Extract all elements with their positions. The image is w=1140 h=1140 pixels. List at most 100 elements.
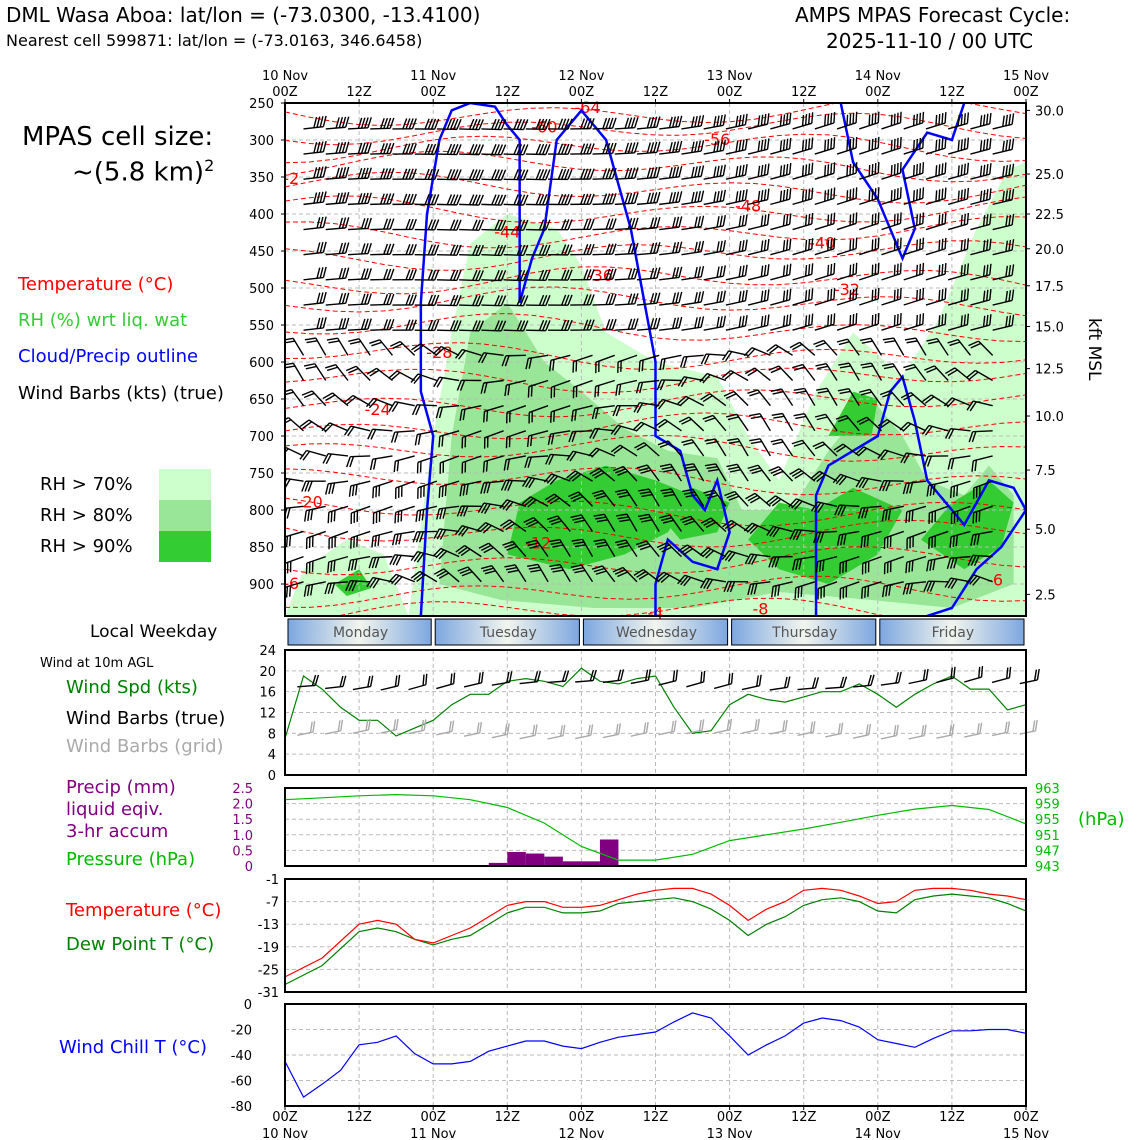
- barb-flag: [808, 163, 811, 175]
- temperature-contour: [285, 103, 1026, 127]
- barb-staff: [728, 550, 749, 558]
- barb-flag: [702, 414, 714, 420]
- barb-flag: [766, 113, 770, 125]
- wind-barb: [859, 136, 880, 155]
- barb-flag: [475, 244, 481, 256]
- barb-flag: [567, 219, 573, 230]
- barb-staff: [970, 123, 990, 130]
- barb-flag: [697, 266, 702, 278]
- barb-staff: [681, 225, 702, 231]
- barb-flag: [944, 288, 947, 300]
- wind-barb: [925, 187, 947, 206]
- barb-flag: [893, 189, 896, 201]
- wind-barb: [703, 114, 726, 130]
- wind-barb: [659, 266, 683, 281]
- barb-flag: [371, 557, 377, 569]
- barb-flag: [899, 313, 902, 325]
- barb-flag: [538, 219, 545, 231]
- barb-flag: [919, 112, 922, 124]
- barb-flag: [791, 439, 803, 445]
- wind-barb: [548, 269, 573, 281]
- wind-barb: [570, 193, 595, 206]
- wind-barb: [950, 505, 971, 525]
- barb-flag: [360, 293, 366, 305]
- barb-flag: [335, 192, 340, 204]
- wind-barb: [347, 318, 372, 331]
- barb-flag: [861, 340, 873, 344]
- barb-staff: [512, 541, 527, 558]
- wind-barb: [881, 262, 902, 281]
- barb-staff: [751, 522, 771, 533]
- barb-flag: [801, 140, 805, 152]
- barb-flag: [571, 410, 574, 422]
- barb-flag: [434, 294, 440, 306]
- barb-flag: [595, 570, 607, 575]
- barb-flag: [405, 193, 411, 205]
- barb-staff: [797, 731, 814, 737]
- barb-flag: [589, 269, 595, 280]
- wind-tick-label: 12: [259, 707, 276, 722]
- wind-barb: [614, 242, 639, 256]
- legend-cloud: Cloud/Precip outline: [18, 346, 199, 367]
- barb-flag: [653, 141, 658, 153]
- wind-barb: [725, 164, 748, 180]
- barb-flag: [874, 213, 877, 225]
- barb-staff: [592, 228, 613, 231]
- barb-flag: [677, 544, 688, 552]
- barb-staff: [659, 176, 680, 180]
- barb-flag: [608, 193, 614, 205]
- barb-flag: [830, 112, 833, 124]
- barb-flag: [480, 382, 485, 394]
- barb-flag: [612, 465, 624, 472]
- barb-flag: [830, 188, 833, 200]
- barb-flag: [541, 143, 548, 155]
- barb-staff: [417, 455, 438, 464]
- barb-flag: [595, 541, 607, 545]
- barb-flag: [741, 189, 745, 201]
- temperature-contour: [285, 546, 1026, 576]
- wind-barb: [900, 452, 927, 464]
- barb-staff: [328, 505, 349, 513]
- barb-flag: [747, 554, 755, 565]
- barb-staff: [683, 376, 704, 382]
- wind-barb: [592, 218, 617, 231]
- barb-flag: [741, 139, 745, 151]
- barb-flag: [808, 213, 811, 225]
- wind-barb: [815, 362, 838, 381]
- wind-barb: [365, 397, 393, 409]
- barb-flag: [547, 433, 552, 445]
- barb-flag: [567, 118, 573, 130]
- barb-staff: [630, 679, 649, 685]
- barb-flag: [616, 542, 628, 546]
- barb-staff: [550, 453, 571, 457]
- main-gridlines: [285, 103, 1026, 616]
- barb-staff: [903, 197, 924, 206]
- barb-flag: [630, 268, 636, 280]
- barb-flag: [824, 139, 827, 152]
- wind-barb: [503, 295, 529, 307]
- surface-grid-barb: [797, 721, 816, 737]
- barb-flag: [967, 555, 974, 566]
- barb-staff: [681, 125, 702, 130]
- barb-flag: [475, 219, 481, 231]
- surface-wind-barb: [741, 674, 762, 691]
- barb-flag: [941, 263, 944, 276]
- wind-barb: [477, 352, 504, 364]
- barb-flag: [697, 216, 702, 228]
- barb-staff: [681, 150, 702, 155]
- barb-flag: [589, 143, 595, 155]
- barb-flag: [677, 376, 685, 387]
- barb-flag: [1008, 666, 1012, 678]
- wind-barb: [548, 294, 573, 306]
- barb-flag: [389, 142, 395, 154]
- barb-staff: [503, 304, 524, 307]
- barb-staff: [948, 298, 968, 306]
- wind-barb: [388, 400, 415, 412]
- barb-staff: [303, 276, 324, 281]
- barb-flag: [410, 570, 421, 579]
- barb-flag: [302, 450, 311, 461]
- barb-flag: [345, 317, 350, 329]
- barb-flag: [638, 572, 649, 580]
- top-hour-label: 00Z: [420, 85, 446, 100]
- wind-barb: [304, 337, 327, 356]
